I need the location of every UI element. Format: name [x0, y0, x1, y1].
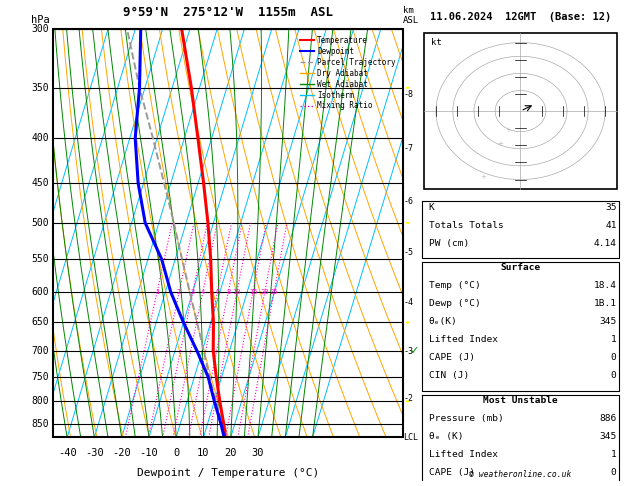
Text: -20: -20 — [112, 448, 131, 458]
Text: 15: 15 — [248, 289, 257, 295]
Text: 10: 10 — [233, 289, 241, 295]
Text: -2: -2 — [404, 394, 414, 403]
Text: 300: 300 — [31, 24, 49, 34]
Text: +: + — [505, 127, 511, 133]
Text: 450: 450 — [31, 178, 49, 188]
Text: Lifted Index: Lifted Index — [428, 335, 498, 344]
Text: 1: 1 — [611, 450, 616, 459]
Text: -6: -6 — [404, 196, 414, 206]
Text: CAPE (J): CAPE (J) — [428, 353, 474, 362]
Text: 35: 35 — [605, 203, 616, 212]
Text: 3: 3 — [191, 289, 195, 295]
Text: 500: 500 — [31, 218, 49, 228]
Text: 550: 550 — [31, 254, 49, 264]
Text: 11.06.2024  12GMT  (Base: 12): 11.06.2024 12GMT (Base: 12) — [430, 12, 611, 22]
Text: 0: 0 — [173, 448, 179, 458]
Text: Lifted Index: Lifted Index — [428, 450, 498, 459]
Text: 4.14: 4.14 — [594, 239, 616, 248]
Text: Dewpoint / Temperature (°C): Dewpoint / Temperature (°C) — [137, 468, 319, 478]
Text: Totals Totals: Totals Totals — [428, 221, 503, 230]
Bar — [53, 29, 403, 437]
Text: -30: -30 — [85, 448, 104, 458]
Text: Dewp (°C): Dewp (°C) — [428, 299, 481, 308]
Text: 1: 1 — [611, 335, 616, 344]
Text: 0: 0 — [611, 468, 616, 477]
Text: 345: 345 — [599, 317, 616, 326]
Text: 2: 2 — [177, 289, 181, 295]
Text: 400: 400 — [31, 133, 49, 143]
Text: 750: 750 — [31, 372, 49, 382]
Text: km
ASL: km ASL — [403, 6, 420, 25]
Text: -3: -3 — [404, 347, 414, 356]
Text: +: + — [497, 141, 503, 147]
Text: -4: -4 — [404, 297, 414, 307]
Text: kt: kt — [430, 38, 442, 47]
Text: 20: 20 — [225, 448, 237, 458]
Text: -10: -10 — [140, 448, 159, 458]
Text: 10: 10 — [198, 448, 209, 458]
Text: 4: 4 — [201, 289, 205, 295]
Bar — [425, 34, 616, 189]
Text: 9°59'N  275°12'W  1155m  ASL: 9°59'N 275°12'W 1155m ASL — [123, 6, 333, 19]
Text: 886: 886 — [599, 414, 616, 423]
Text: 25: 25 — [270, 289, 278, 295]
Text: 0: 0 — [611, 353, 616, 362]
Text: -7: -7 — [404, 144, 414, 153]
Legend: Temperature, Dewpoint, Parcel Trajectory, Dry Adiabat, Wet Adiabat, Isotherm, Mi: Temperature, Dewpoint, Parcel Trajectory… — [297, 33, 399, 114]
Text: 0: 0 — [611, 371, 616, 380]
Text: 345: 345 — [599, 432, 616, 441]
Text: ✓: ✓ — [409, 346, 419, 356]
Text: 700: 700 — [31, 346, 49, 356]
Text: 8: 8 — [226, 289, 230, 295]
Text: 350: 350 — [31, 83, 49, 93]
Text: CIN (J): CIN (J) — [428, 371, 469, 380]
Text: -8: -8 — [404, 89, 414, 99]
Text: LCL: LCL — [404, 433, 419, 442]
Text: 650: 650 — [31, 317, 49, 328]
Text: Mixing Ratio (g/kg): Mixing Ratio (g/kg) — [433, 182, 442, 284]
Text: 30: 30 — [252, 448, 264, 458]
Text: θₑ(K): θₑ(K) — [428, 317, 457, 326]
Text: Temp (°C): Temp (°C) — [428, 281, 481, 290]
Text: 1: 1 — [155, 289, 159, 295]
Text: 6: 6 — [215, 289, 220, 295]
Text: Most Unstable: Most Unstable — [483, 396, 558, 405]
Text: PW (cm): PW (cm) — [428, 239, 469, 248]
Text: © weatheronline.co.uk: © weatheronline.co.uk — [469, 470, 572, 479]
Text: 20: 20 — [260, 289, 269, 295]
Text: 18.4: 18.4 — [594, 281, 616, 290]
Text: CAPE (J): CAPE (J) — [428, 468, 474, 477]
Text: 850: 850 — [31, 419, 49, 429]
Text: 41: 41 — [605, 221, 616, 230]
Text: -40: -40 — [58, 448, 77, 458]
Text: hPa: hPa — [31, 15, 50, 25]
Text: -5: -5 — [404, 248, 414, 257]
Text: K: K — [428, 203, 434, 212]
Text: θₑ (K): θₑ (K) — [428, 432, 463, 441]
Text: +: + — [481, 174, 487, 180]
Text: 1B.1: 1B.1 — [594, 299, 616, 308]
Text: 600: 600 — [31, 287, 49, 297]
Text: 800: 800 — [31, 396, 49, 406]
Text: Pressure (mb): Pressure (mb) — [428, 414, 503, 423]
Text: Surface: Surface — [501, 263, 540, 272]
